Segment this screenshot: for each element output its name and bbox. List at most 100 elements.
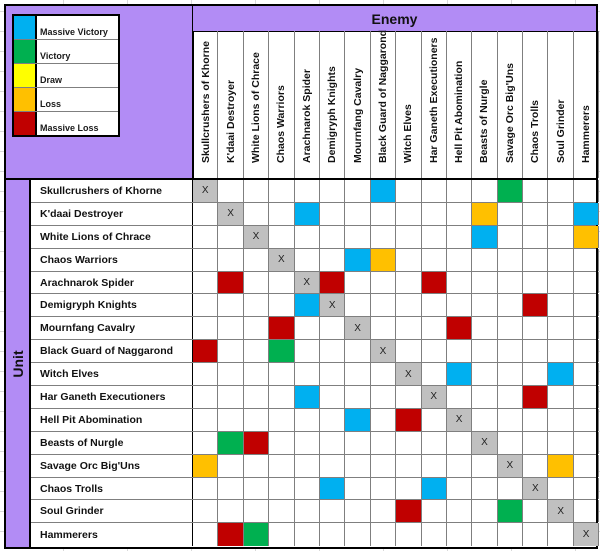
matchup-cell[interactable] — [447, 340, 473, 363]
matchup-cell[interactable] — [548, 454, 574, 477]
unit-row-label[interactable]: Mournfang Cavalry — [31, 317, 193, 340]
matchup-cell[interactable] — [295, 408, 320, 431]
matchup-cell[interactable] — [345, 271, 371, 294]
matchup-cell[interactable] — [574, 386, 600, 408]
matchup-cell[interactable] — [396, 271, 422, 294]
matchup-cell[interactable] — [345, 500, 371, 523]
matchup-cell[interactable] — [243, 431, 270, 454]
self-matchup-cell[interactable]: X — [345, 317, 371, 340]
matchup-cell[interactable] — [523, 294, 549, 317]
matchup-cell[interactable] — [218, 225, 244, 248]
matchup-cell[interactable] — [345, 180, 371, 202]
matchup-cell[interactable] — [371, 523, 397, 547]
matchup-cell[interactable] — [193, 225, 219, 248]
enemy-column-header[interactable]: Demigryph Knights — [320, 31, 346, 178]
self-matchup-cell[interactable]: X — [319, 294, 346, 317]
self-matchup-cell[interactable]: X — [294, 271, 320, 294]
matchup-cell[interactable] — [396, 180, 422, 202]
matchup-cell[interactable] — [574, 271, 600, 294]
matchup-cell[interactable] — [498, 202, 524, 225]
matchup-cell[interactable] — [548, 202, 574, 225]
matchup-cell[interactable] — [295, 340, 320, 363]
matchup-cell[interactable] — [345, 202, 371, 225]
matchup-cell[interactable] — [193, 202, 219, 225]
matchup-cell[interactable] — [574, 180, 600, 202]
matchup-cell[interactable] — [345, 386, 371, 408]
self-matchup-cell[interactable]: X — [396, 363, 422, 386]
matchup-cell[interactable] — [498, 340, 524, 363]
matchup-cell[interactable] — [244, 363, 270, 386]
matchup-cell[interactable] — [371, 454, 397, 477]
enemy-column-header[interactable]: Black Guard of Naggarond — [371, 30, 397, 178]
matchup-cell[interactable] — [345, 477, 371, 500]
matchup-cell[interactable] — [497, 180, 524, 202]
matchup-cell[interactable] — [371, 363, 397, 386]
matchup-cell[interactable] — [472, 363, 498, 386]
matchup-cell[interactable] — [243, 523, 270, 547]
matchup-cell[interactable] — [498, 386, 524, 408]
enemy-column-header[interactable]: Mournfang Cavalry — [345, 31, 371, 178]
matchup-cell[interactable] — [396, 340, 422, 363]
matchup-cell[interactable] — [498, 523, 524, 547]
matchup-cell[interactable] — [447, 523, 473, 547]
matchup-cell[interactable] — [269, 202, 295, 225]
matchup-cell[interactable] — [447, 202, 473, 225]
matchup-cell[interactable] — [548, 294, 574, 317]
matchup-cell[interactable] — [295, 363, 320, 386]
matchup-cell[interactable] — [295, 500, 320, 523]
matchup-cell[interactable] — [269, 408, 295, 431]
matchup-cell[interactable] — [345, 225, 371, 248]
matchup-cell[interactable] — [345, 408, 371, 431]
matchup-cell[interactable] — [295, 523, 320, 547]
unit-row-label[interactable]: Skullcrushers of Khorne — [31, 180, 193, 202]
matchup-cell[interactable] — [472, 248, 498, 271]
matchup-cell[interactable] — [498, 294, 524, 317]
matchup-cell[interactable] — [472, 523, 498, 547]
matchup-cell[interactable] — [244, 294, 270, 317]
matchup-cell[interactable] — [295, 431, 320, 454]
matchup-cell[interactable] — [447, 500, 473, 523]
matchup-cell[interactable] — [193, 408, 219, 431]
matchup-cell[interactable] — [498, 317, 524, 340]
matchup-cell[interactable] — [295, 225, 320, 248]
matchup-cell[interactable] — [193, 317, 219, 340]
matchup-cell[interactable] — [523, 180, 549, 202]
matchup-cell[interactable] — [574, 248, 600, 271]
matchup-cell[interactable] — [472, 317, 498, 340]
enemy-column-header[interactable]: Hammerers — [574, 31, 600, 178]
matchup-cell[interactable] — [422, 225, 447, 248]
matchup-cell[interactable] — [523, 431, 549, 454]
matchup-cell[interactable] — [218, 317, 244, 340]
matchup-cell[interactable] — [371, 294, 397, 317]
matchup-cell[interactable] — [345, 523, 371, 547]
matchup-cell[interactable] — [548, 408, 574, 431]
matchup-cell[interactable] — [269, 180, 295, 202]
legend-item[interactable]: Draw — [14, 64, 118, 88]
enemy-column-header[interactable]: Arachnarok Spider — [295, 31, 320, 178]
self-matchup-cell[interactable]: X — [370, 340, 397, 363]
matchup-cell[interactable] — [269, 454, 295, 477]
matchup-cell[interactable] — [269, 431, 295, 454]
matchup-cell[interactable] — [320, 386, 346, 408]
unit-row-label[interactable]: Beasts of Nurgle — [31, 431, 193, 454]
matchup-cell[interactable] — [472, 386, 498, 408]
matchup-cell[interactable] — [345, 248, 371, 271]
matchup-cell[interactable] — [371, 271, 397, 294]
matchup-cell[interactable] — [498, 408, 524, 431]
unit-row-label[interactable]: Savage Orc Big'Uns — [31, 454, 193, 477]
matchup-cell[interactable] — [574, 408, 600, 431]
unit-row-label[interactable]: Demigryph Knights — [31, 294, 193, 317]
matchup-cell[interactable] — [319, 271, 346, 294]
self-matchup-cell[interactable]: X — [523, 477, 549, 500]
matchup-cell[interactable] — [244, 386, 270, 408]
matchup-cell[interactable] — [523, 317, 549, 340]
matchup-cell[interactable] — [269, 477, 295, 500]
matchup-cell[interactable] — [422, 340, 447, 363]
matchup-cell[interactable] — [498, 248, 524, 271]
matchup-cell[interactable] — [320, 248, 346, 271]
matchup-cell[interactable] — [218, 500, 244, 523]
matchup-cell[interactable] — [574, 477, 600, 500]
matchup-cell[interactable] — [523, 202, 549, 225]
matchup-cell[interactable] — [193, 454, 219, 477]
matchup-cell[interactable] — [193, 523, 219, 547]
